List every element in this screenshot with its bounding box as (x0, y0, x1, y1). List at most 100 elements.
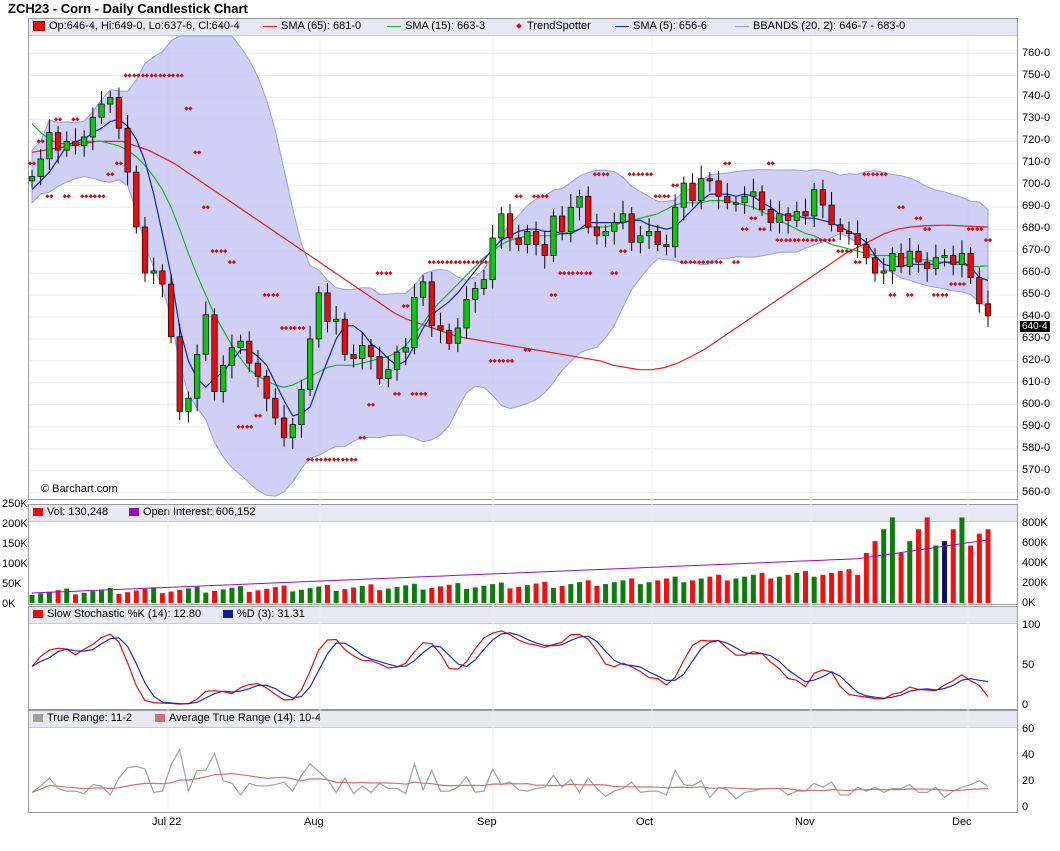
trendspotter-dot (184, 106, 189, 111)
trendspotter-dot (827, 238, 832, 243)
candle-down (506, 213, 514, 239)
trendspotter-dot (553, 292, 558, 298)
volume-bar (594, 585, 600, 603)
volume-bar (481, 585, 487, 603)
price-tick-label: 690-0 (1022, 200, 1051, 213)
stochastic-panel[interactable]: Slow Stochastic %K (14): 12.80 %D (3): 3… (28, 606, 1018, 710)
trendspotter-dot (210, 249, 215, 254)
atr-panel[interactable]: True Range: 11-2 Average True Range (14)… (28, 710, 1018, 813)
trendspotter-dot (223, 249, 228, 254)
trendspotter-dot (471, 259, 476, 265)
volume-bar (733, 578, 739, 603)
trendspotter-dot (931, 292, 936, 298)
volume-bar (472, 587, 478, 603)
trendspotter-dot (449, 259, 454, 265)
volume-bar (524, 585, 530, 603)
candle-down (367, 345, 375, 357)
trendspotter-dot (62, 194, 67, 199)
candle-up (98, 103, 105, 118)
trendspotter-dot (366, 402, 372, 407)
candle-down (246, 340, 253, 364)
trendspotter-dot (836, 249, 841, 254)
volume-bar (629, 578, 635, 603)
trendspotter-dot (909, 292, 914, 298)
volume-bar (324, 584, 330, 603)
candle-up (906, 250, 913, 267)
candle-down (715, 180, 722, 197)
trendspotter-dot (271, 292, 276, 298)
trendspotter-dot (749, 216, 754, 221)
candle-up (880, 270, 887, 274)
price-tick-label: 580-0 (1022, 441, 1051, 454)
volume-bar (281, 585, 287, 603)
volume-bar (863, 552, 869, 603)
candle-down (72, 141, 79, 147)
candle-down (124, 127, 131, 173)
trendspotter-dot (149, 73, 154, 78)
candle-down (350, 353, 357, 360)
trendspotter-dot (779, 238, 784, 243)
bbands-legend: BBANDS (20, 2): 646-7 - 683-0 (753, 20, 906, 32)
volume-bar (550, 587, 556, 603)
volume-bar (568, 584, 574, 603)
trendspotter-dot (848, 249, 854, 254)
trendspotter-dot (344, 457, 349, 462)
atr-tick-label: 0 (1022, 801, 1029, 813)
volume-bar (559, 585, 565, 603)
candle-down (924, 261, 931, 270)
trendspotter-dot (857, 259, 862, 265)
trendspotter-dot (440, 259, 445, 265)
trendspotter-dot (475, 259, 480, 265)
trendspotter-dot (245, 424, 250, 429)
candle-up (672, 206, 679, 248)
trendspotter-dot (188, 106, 193, 111)
candle-down (915, 250, 922, 263)
trendspotter-dot (648, 172, 654, 177)
volume-bar (351, 587, 357, 603)
volume-tick-right: 0K (1022, 597, 1036, 609)
price-tick-label: 650-0 (1022, 288, 1051, 301)
candle-up (419, 281, 427, 298)
volume-panel[interactable]: Vol: 130,248 Open Interest: 606,152 (28, 504, 1018, 605)
trendspotter-dot (831, 238, 836, 243)
trendspotter-dot (753, 216, 758, 221)
trendspotter-dot (466, 259, 471, 265)
trendspotter-dot (453, 259, 458, 265)
candle-up (524, 231, 531, 245)
volume-bar (55, 590, 61, 603)
volume-bar (394, 586, 400, 603)
candle-down (446, 329, 453, 344)
volume-bar (464, 589, 470, 603)
open-interest-line (31, 539, 989, 594)
trendspotter-dot (953, 281, 958, 287)
trendspotter-dot (205, 205, 210, 210)
trendspotter-dot (388, 270, 393, 276)
x-tick-label: Nov (795, 816, 815, 828)
trendspotter-dot (944, 292, 949, 298)
trendspotter-dot (214, 249, 219, 254)
trendspotter-dot (640, 172, 645, 177)
trendspotter-dot (766, 161, 771, 166)
candle-up (202, 314, 209, 355)
trendspotter-dot (631, 172, 636, 177)
volume-bar (881, 529, 887, 603)
candle-down (515, 237, 522, 245)
trendspotter-dot (740, 227, 745, 232)
candle-up (958, 252, 966, 265)
trendspotter-dot (106, 172, 111, 177)
candle-up (637, 235, 644, 243)
trendspotter-dot (236, 424, 241, 429)
volume-tick-left: 200K (2, 518, 28, 530)
trendspotter-dot (362, 435, 367, 440)
trendspotter-dot (283, 325, 289, 331)
price-legend: Op:646-4, Hi:649-0, Lo:637-6, Cl:640-4 S… (29, 19, 1017, 36)
trendspotter-dot (370, 402, 376, 407)
trendspotter-dot (540, 194, 545, 199)
trendspotter-dot (727, 161, 732, 166)
candle-up (732, 202, 740, 205)
trendspotter-dot (349, 457, 354, 462)
candle-up (46, 132, 53, 160)
trendspotter-dot (257, 413, 263, 418)
candle-down (854, 233, 861, 245)
volume-bar (99, 589, 105, 603)
